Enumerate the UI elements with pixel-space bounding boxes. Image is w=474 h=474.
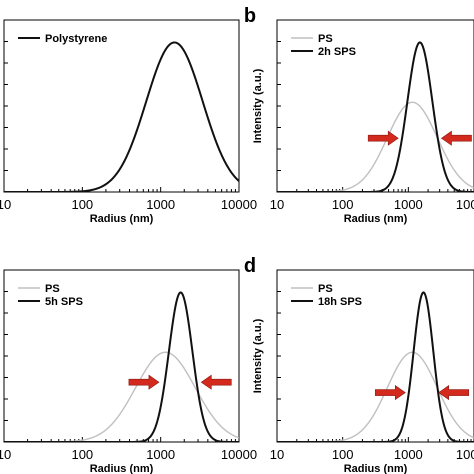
series-line-18h-sps: [277, 291, 474, 442]
arrow-left: [440, 130, 472, 146]
series-line-ps: [4, 351, 239, 442]
panel-letter: b: [244, 5, 256, 27]
x-tick-label: 1000: [394, 447, 423, 462]
x-tick-label: 10000: [456, 447, 474, 462]
plot-frame: [276, 19, 474, 193]
plot-frame: [276, 269, 474, 443]
arrow-right: [367, 130, 399, 146]
arrow-left: [200, 374, 232, 390]
y-axis-label: Intensity (a.u.): [252, 318, 264, 393]
chart-panel-d: 10 100 1000 10000 Radius (nm) Intensity (a.u.…: [244, 255, 474, 474]
legend-label: 5h SPS: [45, 296, 83, 308]
chart-panel-a: 10 100 1000 10000 Radius (nm) Polystyrene: [0, 19, 257, 225]
x-axis-label: Radius (nm): [90, 463, 154, 474]
legend-label: 2h SPS: [318, 46, 356, 58]
x-tick-label: 100: [332, 197, 354, 212]
series-line-polystyrene: [4, 41, 239, 192]
panel-letter: d: [244, 255, 256, 277]
x-axis-label: Radius (nm): [344, 463, 408, 474]
x-tick-label: 10000: [221, 447, 257, 462]
x-tick-label: 10: [0, 197, 11, 212]
x-tick-label: 1000: [146, 447, 175, 462]
legend-label: PS: [318, 283, 333, 295]
x-tick-label: 1000: [394, 197, 423, 212]
legend-label: PS: [45, 283, 60, 295]
x-axis-label: Radius (nm): [90, 213, 154, 225]
x-tick-label: 1000: [146, 197, 175, 212]
x-tick-label: 10: [270, 447, 284, 462]
x-tick-label: 10: [0, 447, 11, 462]
plot-frame: [3, 269, 240, 443]
arrow-right: [374, 385, 406, 401]
legend-label: Polystyrene: [45, 33, 107, 45]
x-tick-label: 100: [332, 447, 354, 462]
x-tick-label: 10000: [221, 197, 257, 212]
x-axis-label: Radius (nm): [344, 213, 408, 225]
series-line-2h-sps: [277, 41, 474, 192]
legend-label: PS: [318, 33, 333, 45]
arrow-left: [438, 385, 470, 401]
series-line-5h-sps: [4, 291, 239, 442]
legend-label: 18h SPS: [318, 296, 362, 308]
series-line-ps: [277, 101, 474, 192]
y-axis-label: Intensity (a.u.): [252, 68, 264, 143]
x-tick-label: 10: [270, 197, 284, 212]
arrow-right: [128, 374, 160, 390]
x-tick-label: 100: [71, 447, 93, 462]
chart-panel-b: 10 100 1000 10000 Radius (nm) Intensity (a.u.…: [244, 5, 474, 225]
x-tick-label: 100: [71, 197, 93, 212]
x-tick-label: 10000: [456, 197, 474, 212]
